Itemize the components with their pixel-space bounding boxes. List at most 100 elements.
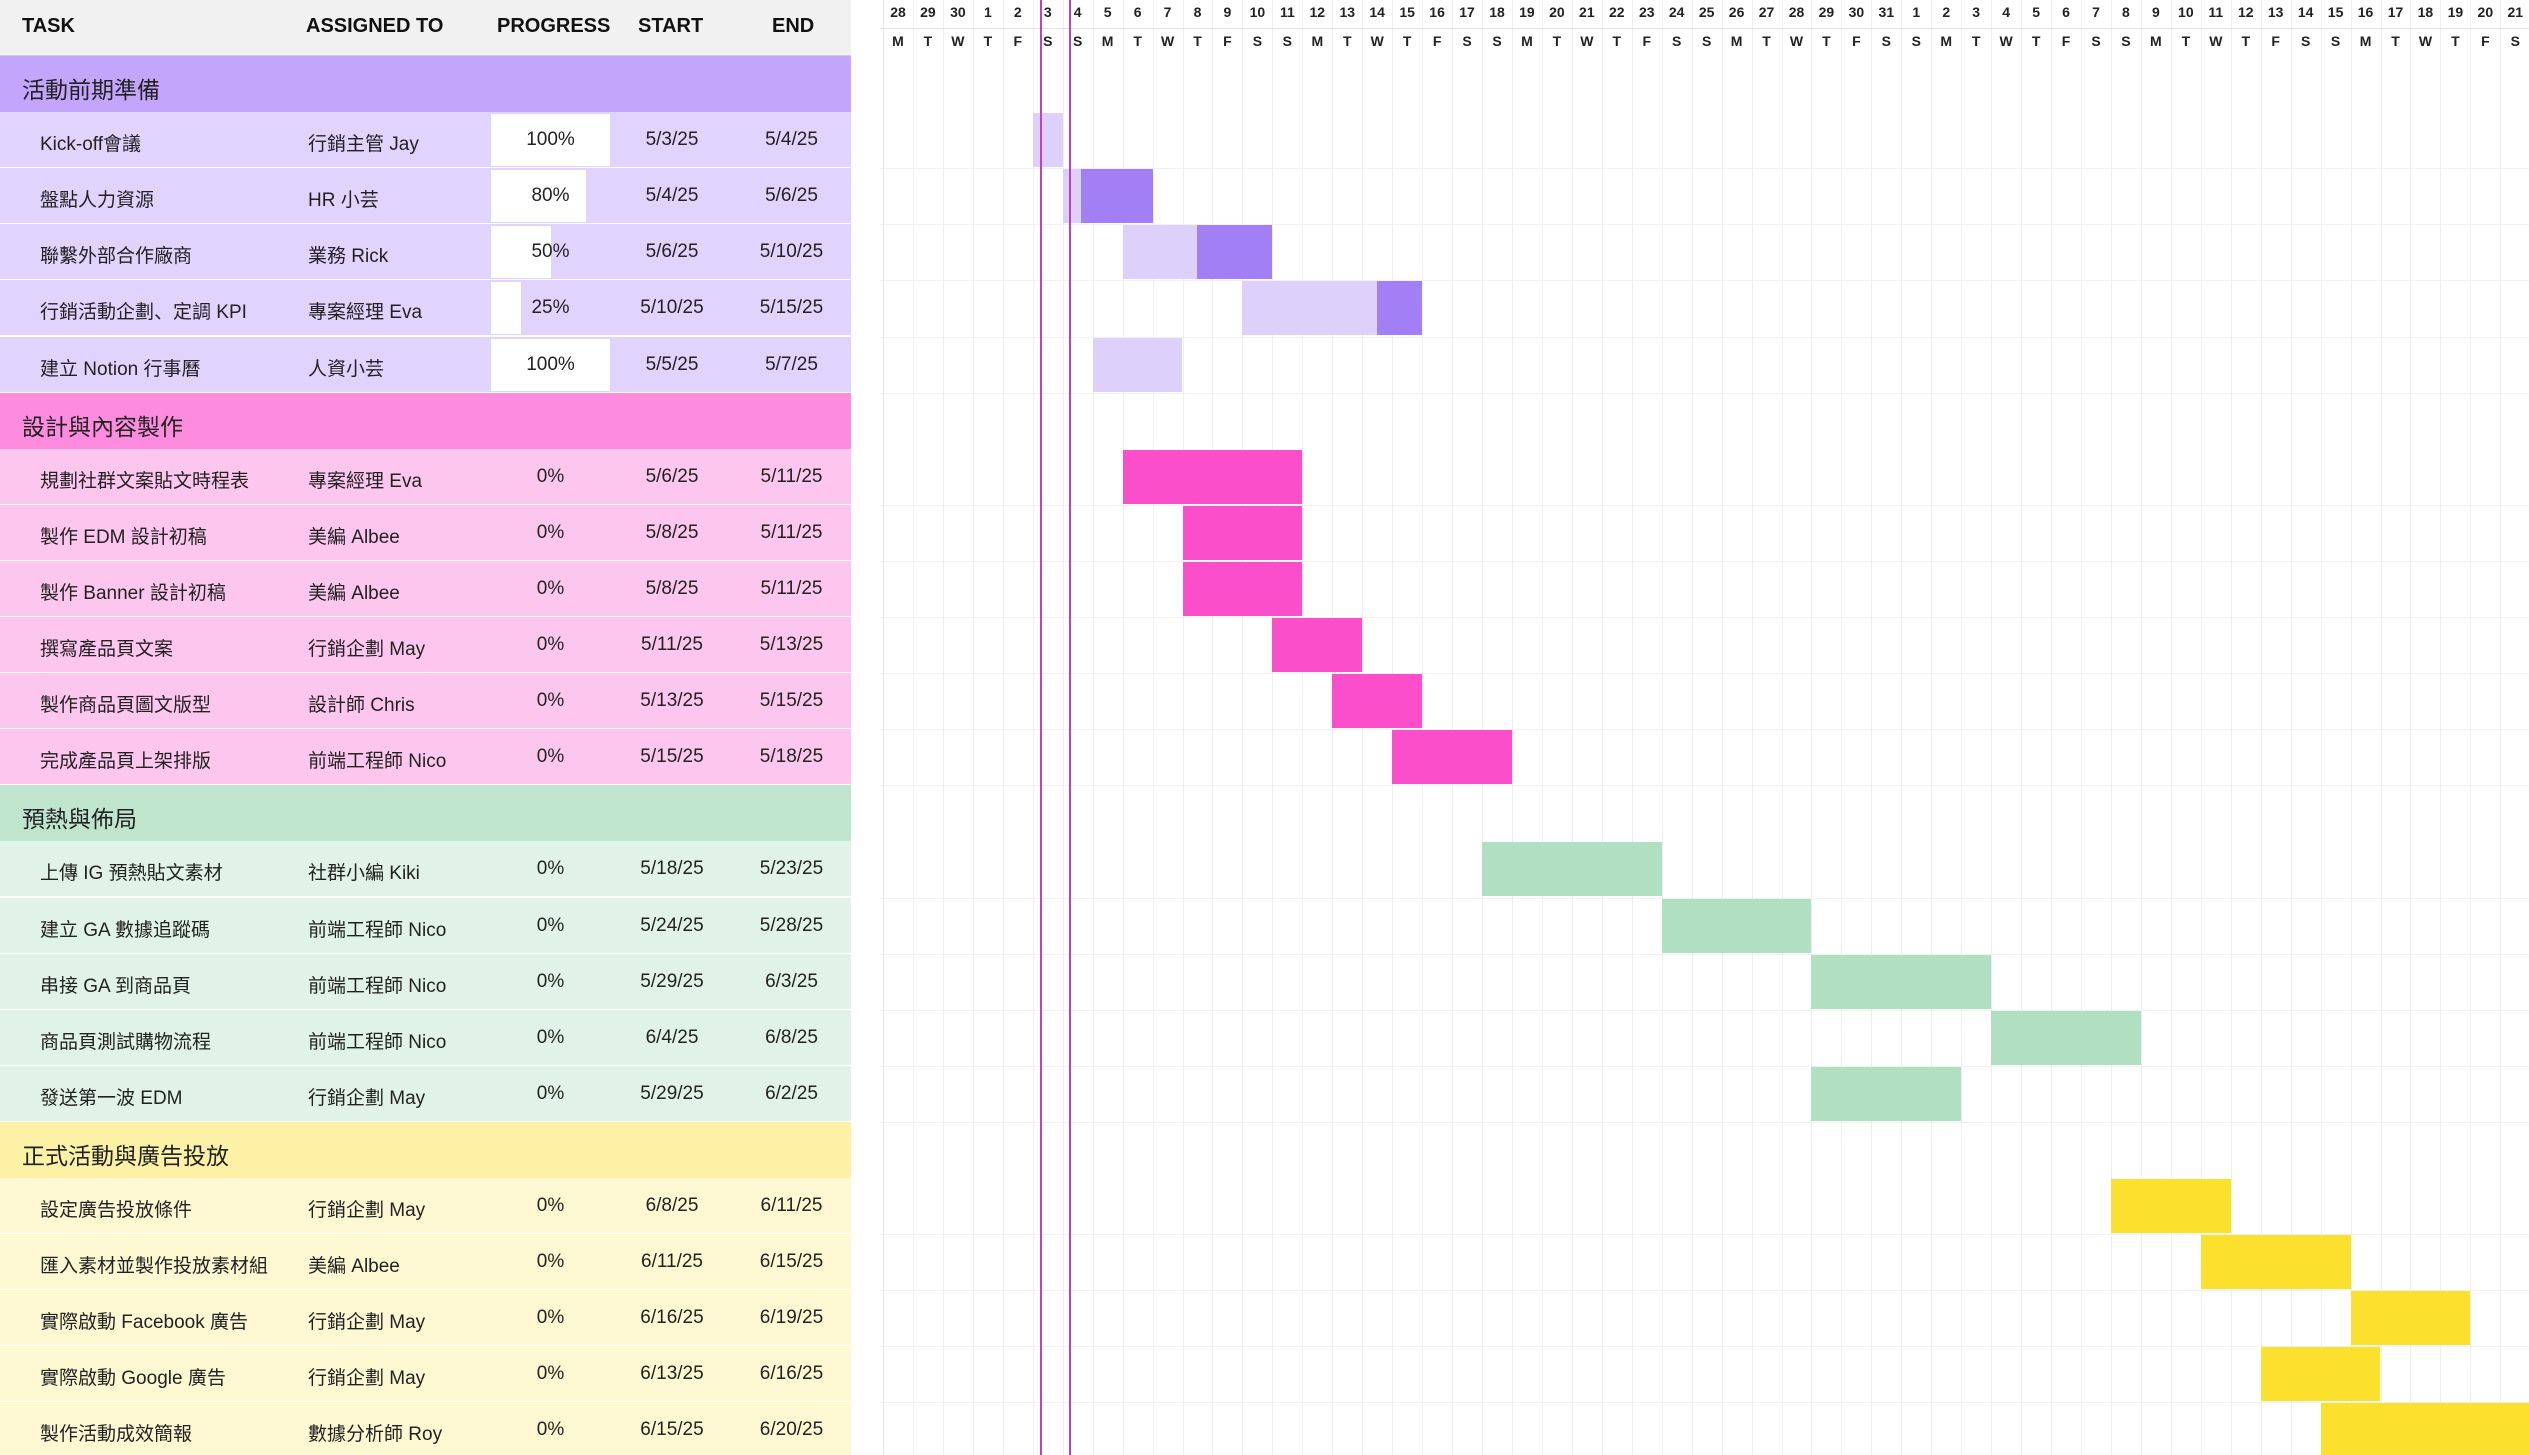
task-end[interactable]: 5/18/25 [759,746,824,768]
task-name[interactable]: 商品頁測試購物流程 [40,1031,212,1053]
table-row[interactable]: 設定廣告投放條件 行銷企劃 May 0% 6/8/25 6/11/25 [0,1178,851,1234]
task-end[interactable]: 5/4/25 [765,129,818,151]
task-progress[interactable]: 0% [536,634,565,655]
task-name[interactable]: 製作 EDM 設計初稿 [40,526,207,548]
task-end[interactable]: 6/16/25 [759,1363,824,1385]
section-header[interactable]: 活動前期準備 [0,56,851,112]
table-row[interactable]: 發送第一波 EDM 行銷企劃 May 0% 5/29/25 6/2/25 [0,1065,851,1122]
gantt-bar[interactable] [1272,618,1363,673]
task-start[interactable]: 5/11/25 [641,634,703,655]
task-end[interactable]: 5/28/25 [759,914,824,936]
task-name[interactable]: 串接 GA 到商品頁 [40,975,191,997]
table-row[interactable]: 商品頁測試購物流程 前端工程師 Nico 0% 6/4/25 6/8/25 [0,1009,851,1066]
gantt-bar[interactable] [2350,1291,2471,1346]
task-assignee[interactable]: 人資小芸 [308,358,385,380]
task-end[interactable]: 6/8/25 [765,1026,818,1048]
task-assignee[interactable]: 社群小編 Kiki [308,863,420,885]
header-task[interactable]: TASK [22,15,75,37]
task-name[interactable]: 撰寫產品頁文案 [40,639,174,660]
table-row[interactable]: Kick-off會議 行銷主管 Jay 100% 5/3/25 5/4/25 [0,112,851,169]
task-assignee[interactable]: 行銷企劃 May [308,1200,426,1221]
task-progress[interactable]: 0% [536,1082,565,1104]
gantt-bar[interactable] [1122,449,1303,504]
task-assignee[interactable]: 前端工程師 Nico [308,919,447,941]
task-start[interactable]: 5/29/25 [640,970,704,992]
task-start[interactable]: 5/10/25 [640,297,704,319]
task-name[interactable]: 行銷活動企劃、定調 KPI [40,302,247,324]
task-end[interactable]: 6/3/25 [765,970,818,992]
task-assignee[interactable]: 業務 Rick [308,246,389,268]
task-progress[interactable]: 0% [536,690,565,712]
gantt-bar[interactable] [1182,561,1303,616]
task-start[interactable]: 5/13/25 [640,690,704,712]
task-start[interactable]: 6/13/25 [640,1363,704,1385]
task-assignee[interactable]: 前端工程師 Nico [308,975,447,997]
table-row[interactable]: 規劃社群文案貼文時程表 專案經理 Eva 0% 5/6/25 5/11/25 [0,448,851,505]
section-header[interactable]: 正式活動與廣告投放 [0,1121,851,1178]
task-assignee[interactable]: 美編 Albee [308,582,400,604]
task-end[interactable]: 5/15/25 [759,297,824,319]
task-progress[interactable]: 80% [531,185,570,207]
task-assignee[interactable]: 前端工程師 Nico [308,751,447,773]
task-start[interactable]: 5/8/25 [645,521,699,543]
task-start[interactable]: 5/6/25 [645,241,699,263]
task-name[interactable]: Kick-off會議 [40,134,142,156]
task-progress[interactable]: 25% [531,297,570,319]
task-assignee[interactable]: 美編 Albee [308,1256,400,1278]
task-assignee[interactable]: HR 小芸 [308,190,379,212]
task-name[interactable]: 設定廣告投放條件 [40,1200,193,1221]
gantt-bar[interactable] [1182,505,1303,560]
table-row[interactable]: 盤點人力資源 HR 小芸 80% 5/4/25 5/6/25 [0,168,851,225]
table-row[interactable]: 製作 EDM 設計初稿 美編 Albee 0% 5/8/25 5/11/25 [0,504,851,561]
task-name[interactable]: 建立 Notion 行事曆 [40,358,201,380]
task-end[interactable]: 5/23/25 [759,858,824,880]
table-row[interactable]: 聯繫外部合作廠商 業務 Rick 50% 5/6/25 5/10/25 [0,224,851,281]
task-name[interactable]: 規劃社群文案貼文時程表 [40,470,250,492]
task-start[interactable]: 5/5/25 [645,353,699,375]
task-assignee[interactable]: 美編 Albee [308,526,400,548]
section-header[interactable]: 設計與內容製作 [0,392,851,449]
table-row[interactable]: 行銷活動企劃、定調 KPI 專案經理 Eva 25% 5/10/25 5/15/25 [0,280,851,337]
task-progress[interactable]: 0% [536,1251,565,1273]
gantt-bar[interactable] [1482,842,1662,897]
table-row[interactable]: 上傳 IG 預熱貼文素材 社群小編 Kiki 0% 5/18/25 5/23/25 [0,841,851,898]
task-end[interactable]: 5/11/25 [760,521,823,543]
task-name[interactable]: 建立 GA 數據追蹤碼 [40,919,210,941]
gantt-bar[interactable] [2320,1403,2529,1455]
task-end[interactable]: 5/10/25 [759,241,824,263]
header-end[interactable]: END [772,15,815,37]
task-start[interactable]: 5/29/25 [640,1082,704,1104]
task-name[interactable]: 發送第一波 EDM [40,1087,183,1109]
gantt-bar[interactable] [2110,1179,2231,1234]
task-end[interactable]: 5/6/25 [765,185,818,207]
task-assignee[interactable]: 行銷主管 Jay [308,134,419,156]
task-end[interactable]: 5/15/25 [759,690,824,712]
table-row[interactable]: 匯入素材並製作投放素材組 美編 Albee 0% 6/11/25 6/15/25 [0,1234,851,1291]
task-start[interactable]: 5/4/25 [645,185,699,207]
table-row[interactable]: 製作商品頁圖文版型 設計師 Chris 0% 5/13/25 5/15/25 [0,673,851,730]
task-start[interactable]: 5/3/25 [645,129,699,151]
task-end[interactable]: 5/11/25 [760,577,823,599]
task-progress[interactable]: 0% [536,1419,565,1441]
task-assignee[interactable]: 行銷企劃 May [308,1087,426,1109]
task-progress[interactable]: 0% [536,970,565,992]
header-progress[interactable]: PROGRESS [497,15,611,37]
task-end[interactable]: 6/19/25 [759,1307,824,1329]
task-start[interactable]: 6/16/25 [640,1307,704,1329]
gantt-bar-remaining[interactable] [1092,337,1183,392]
table-row[interactable]: 製作 Banner 設計初稿 美編 Albee 0% 5/8/25 5/11/25 [0,560,851,617]
table-row[interactable]: 製作活動成效簡報 數據分析師 Roy 0% 6/15/25 6/20/25 [0,1402,851,1455]
task-end[interactable]: 5/13/25 [759,634,824,655]
gantt-bar-progress[interactable] [1197,225,1273,280]
task-name[interactable]: 製作商品頁圖文版型 [40,695,212,717]
task-name[interactable]: 匯入素材並製作投放素材組 [40,1256,269,1278]
task-progress[interactable]: 0% [536,521,565,543]
header-assigned[interactable]: ASSIGNED TO [306,15,444,37]
task-name[interactable]: 聯繫外部合作廠商 [40,246,193,268]
task-start[interactable]: 6/8/25 [645,1195,699,1216]
section-header[interactable]: 預熱與佈局 [0,785,851,842]
table-row[interactable]: 建立 Notion 行事曆 人資小芸 100% 5/5/25 5/7/25 [0,336,851,393]
task-end[interactable]: 5/7/25 [765,353,818,375]
task-name[interactable]: 製作 Banner 設計初稿 [40,582,226,604]
gantt-bar[interactable] [2200,1235,2351,1290]
